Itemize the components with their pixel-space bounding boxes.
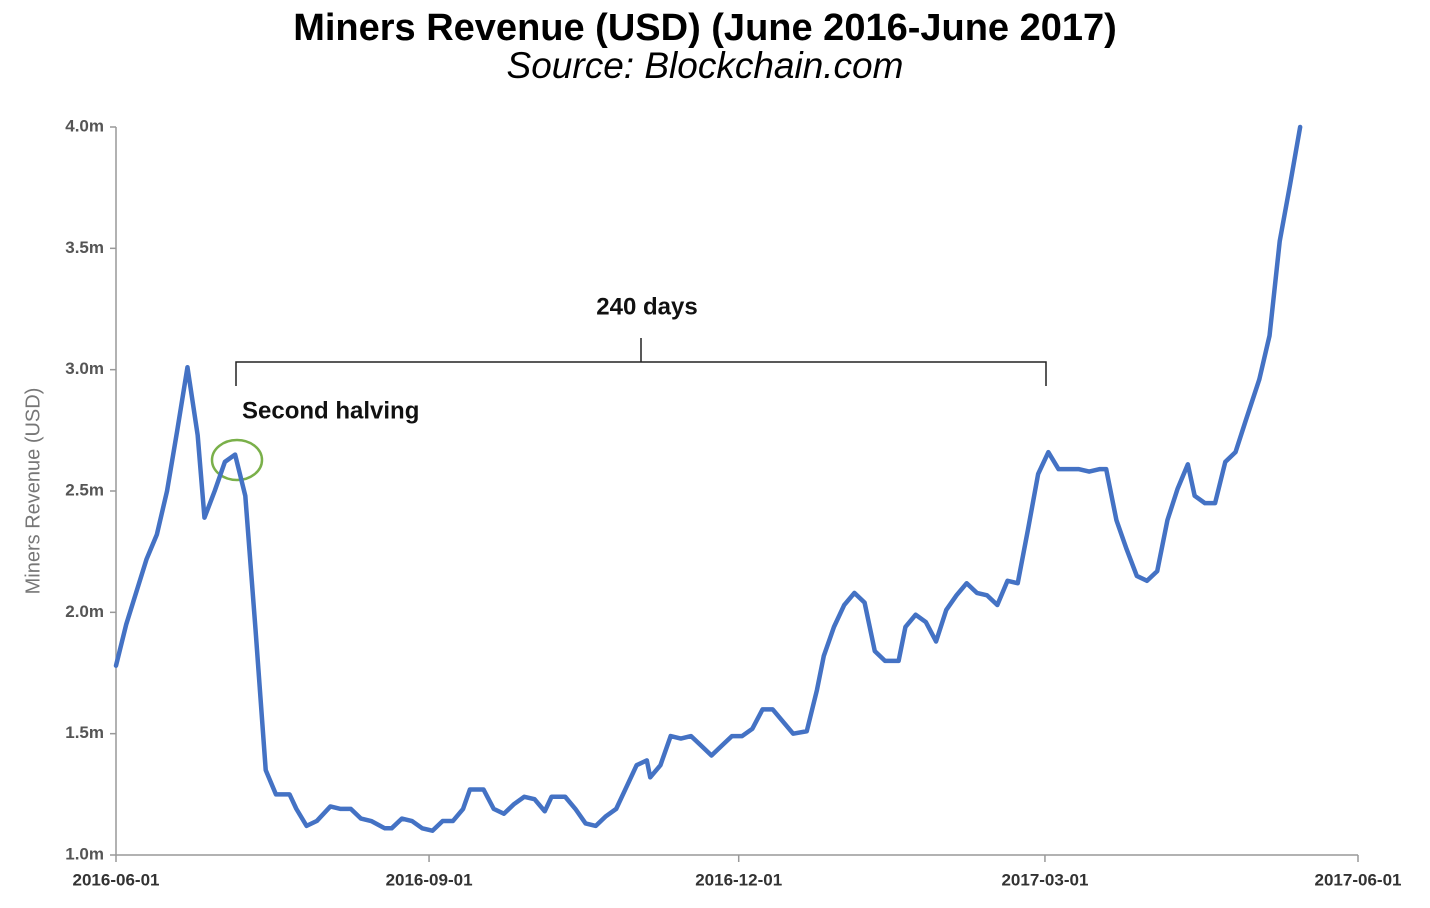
annotation: 240 days bbox=[596, 293, 697, 320]
annotation: Second halving bbox=[242, 397, 419, 424]
y-tick-label: 2.5m bbox=[65, 480, 104, 499]
bracket bbox=[235, 338, 1047, 386]
x-tick-label: 2017-03-01 bbox=[1001, 870, 1088, 889]
y-tick-label: 3.0m bbox=[65, 359, 104, 378]
chart-title: Miners Revenue (USD) (June 2016-June 201… bbox=[293, 7, 1117, 49]
y-tick-label: 4.0m bbox=[65, 116, 104, 135]
y-axis-label: Miners Revenue (USD) bbox=[22, 388, 44, 595]
halving-circle bbox=[210, 438, 264, 482]
x-tick-label: 2016-09-01 bbox=[386, 870, 473, 889]
y-tick-label: 2.0m bbox=[65, 602, 104, 621]
chart-subtitle: Source: Blockchain.com bbox=[507, 45, 904, 86]
y-tick-label: 1.0m bbox=[65, 844, 104, 863]
y-tick-label: 1.5m bbox=[65, 723, 104, 742]
x-tick-label: 2017-06-01 bbox=[1315, 870, 1402, 889]
line-series bbox=[113, 124, 1303, 833]
x-tick-label: 2016-06-01 bbox=[73, 870, 160, 889]
y-tick-label: 3.5m bbox=[65, 238, 104, 257]
x-tick-label: 2016-12-01 bbox=[695, 870, 782, 889]
